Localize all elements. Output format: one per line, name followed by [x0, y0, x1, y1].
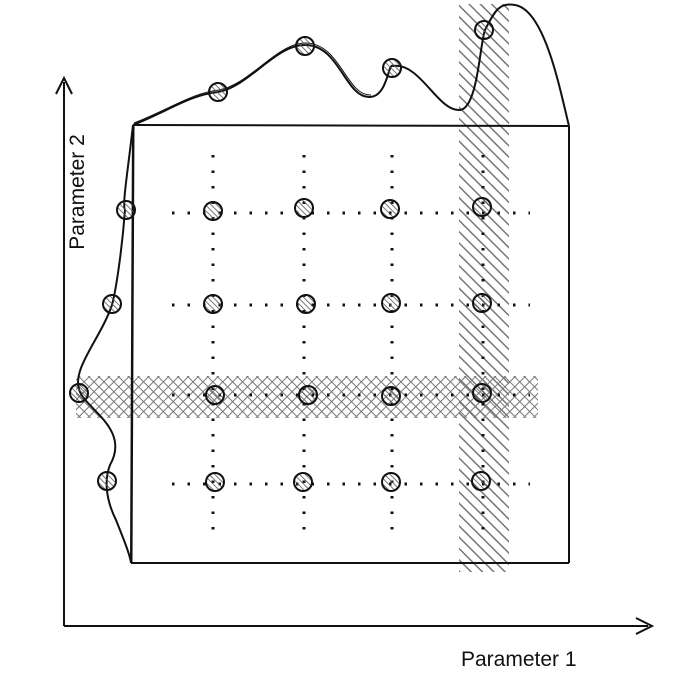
marginal-point: [295, 36, 315, 56]
sample-point: [472, 383, 492, 403]
sample-points: [69, 20, 494, 492]
marginal-point: [474, 20, 494, 40]
sample-point: [381, 386, 401, 406]
axes: [55, 75, 655, 635]
marginal-point: [69, 383, 89, 403]
search-space-box: [130, 124, 570, 564]
sample-point: [472, 293, 492, 313]
arrow-icon: [635, 617, 655, 635]
sample-point: [205, 385, 225, 405]
sample-point: [381, 472, 401, 492]
sample-point: [380, 199, 400, 219]
sample-point: [472, 197, 492, 217]
sample-point: [471, 471, 491, 491]
marginal-point: [382, 58, 402, 78]
sample-point: [205, 472, 225, 492]
x-axis-label: Parameter 1: [461, 648, 577, 671]
marginal-point: [208, 82, 228, 102]
marginal-point: [102, 294, 122, 314]
sample-point: [296, 294, 316, 314]
sample-point: [293, 472, 313, 492]
sample-point: [381, 293, 401, 313]
sample-point: [203, 201, 223, 221]
y-axis-label: Parameter 2: [65, 134, 89, 250]
arrow-icon: [55, 75, 73, 95]
sample-point: [298, 385, 318, 405]
sample-point: [203, 294, 223, 314]
marginal-point: [97, 471, 117, 491]
marginal-point: [116, 200, 136, 220]
sample-point: [294, 198, 314, 218]
